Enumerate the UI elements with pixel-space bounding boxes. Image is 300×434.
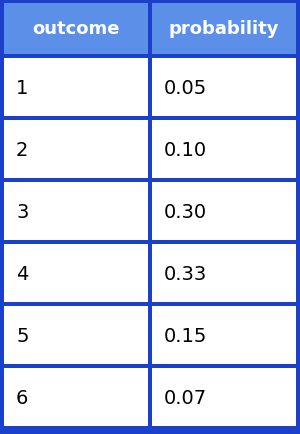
Bar [152, 121, 296, 178]
Text: 0.15: 0.15 [164, 326, 207, 345]
Text: 0.10: 0.10 [164, 140, 207, 159]
Text: outcome: outcome [32, 20, 120, 39]
Bar [4, 121, 148, 178]
Text: 1: 1 [16, 78, 28, 97]
Text: 3: 3 [16, 202, 28, 221]
Bar [152, 368, 296, 426]
Text: probability: probability [169, 20, 279, 39]
Bar [4, 183, 148, 240]
Bar [152, 183, 296, 240]
Bar [4, 244, 148, 302]
Text: 0.05: 0.05 [164, 78, 207, 97]
Text: 0.30: 0.30 [164, 202, 207, 221]
Bar [4, 59, 148, 117]
Bar [4, 4, 148, 55]
Bar [152, 306, 296, 364]
Bar [152, 59, 296, 117]
Bar [4, 306, 148, 364]
Text: 0.33: 0.33 [164, 264, 207, 283]
Text: 0.07: 0.07 [164, 388, 207, 407]
Text: 2: 2 [16, 140, 28, 159]
Bar [4, 368, 148, 426]
Text: 4: 4 [16, 264, 28, 283]
Text: 6: 6 [16, 388, 28, 407]
Bar [152, 4, 296, 55]
Bar [152, 244, 296, 302]
Text: 5: 5 [16, 326, 28, 345]
